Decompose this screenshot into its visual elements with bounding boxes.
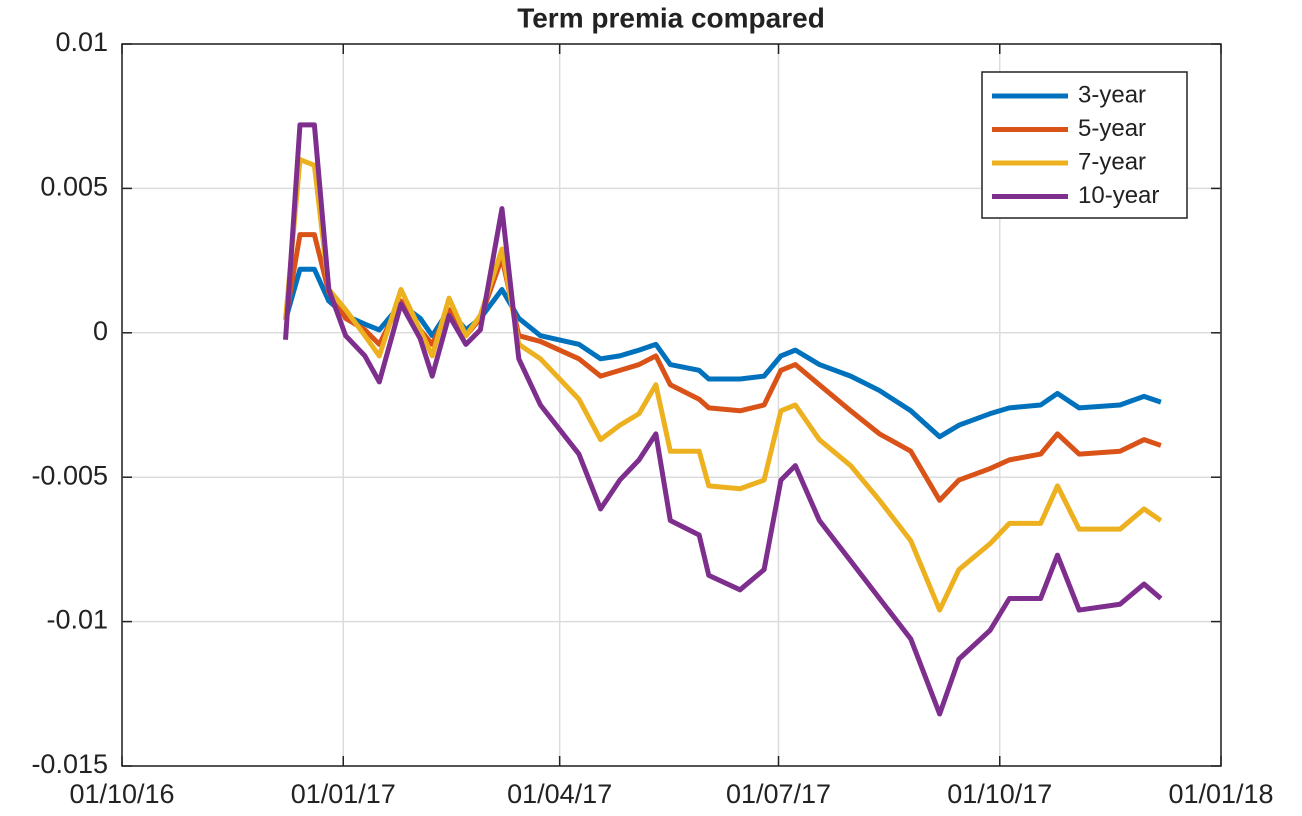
- legend-label: 10-year: [1078, 182, 1159, 209]
- chart-title: Term premia compared: [517, 2, 825, 33]
- legend: 3-year 5-year 7-year 10-year: [981, 71, 1188, 219]
- y-tick-label: -0.015: [31, 749, 108, 779]
- y-tick-label: -0.01: [46, 605, 108, 635]
- x-tick-label: 01/07/17: [726, 779, 831, 809]
- y-tick-label: 0.01: [55, 27, 108, 57]
- y-tick-label: 0: [93, 316, 108, 346]
- legend-label: 7-year: [1078, 148, 1146, 175]
- legend-label: 5-year: [1078, 115, 1146, 142]
- x-tick-label: 01/10/17: [947, 779, 1052, 809]
- line-series: [283, 232, 1162, 503]
- x-tick-label: 01/01/18: [1168, 779, 1273, 809]
- legend-label: 3-year: [1078, 81, 1146, 108]
- line-series: [283, 157, 1163, 613]
- x-tick-label: 01/10/16: [69, 779, 174, 809]
- x-tick-label: 01/04/17: [507, 779, 612, 809]
- line-series: [283, 122, 1163, 717]
- x-tick-label: 01/01/17: [291, 779, 396, 809]
- y-tick-label: 0.005: [40, 172, 108, 202]
- y-tick-label: -0.005: [31, 460, 108, 490]
- plot-frame: [121, 43, 1222, 767]
